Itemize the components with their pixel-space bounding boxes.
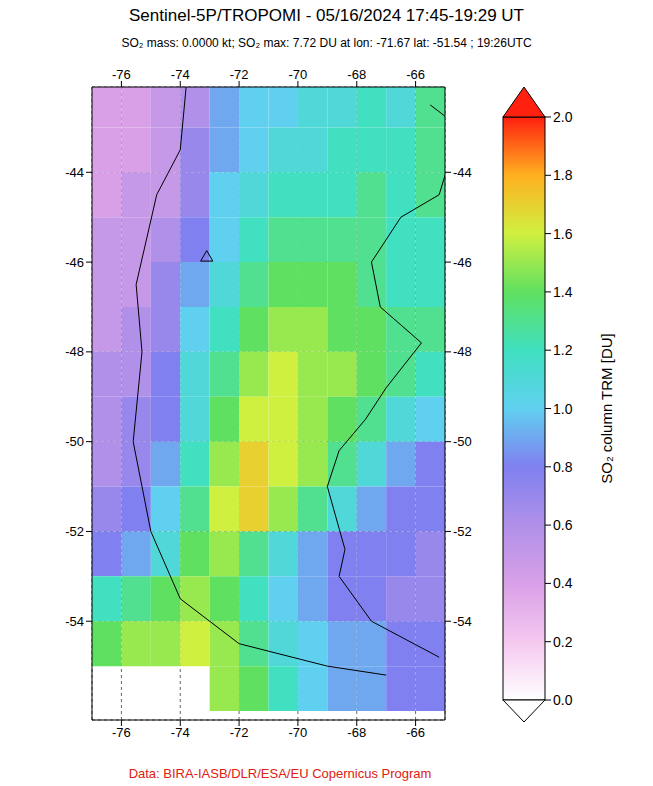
svg-text:0.8: 0.8 — [553, 459, 573, 475]
svg-text:-70: -70 — [289, 725, 308, 740]
svg-text:2.0: 2.0 — [553, 109, 573, 125]
svg-text:-68: -68 — [347, 725, 366, 740]
svg-text:-52: -52 — [65, 524, 84, 539]
svg-text:-66: -66 — [406, 67, 425, 82]
svg-text:-48: -48 — [65, 344, 84, 359]
svg-text:-72: -72 — [230, 725, 249, 740]
svg-text:-44: -44 — [453, 165, 472, 180]
svg-text:1.4: 1.4 — [553, 284, 573, 300]
svg-text:-50: -50 — [453, 434, 472, 449]
svg-text:1.8: 1.8 — [553, 167, 573, 183]
svg-text:SO₂ column TRM [DU]: SO₂ column TRM [DU] — [598, 333, 615, 484]
svg-text:0.4: 0.4 — [553, 575, 573, 591]
svg-text:-52: -52 — [453, 524, 472, 539]
svg-text:-72: -72 — [230, 67, 249, 82]
svg-text:1.2: 1.2 — [553, 342, 573, 358]
svg-text:-46: -46 — [65, 255, 84, 270]
html-text:SO₂ mass: 0.0000 kt; SO₂ max:: SO₂ mass: 0.0000 kt; SO₂ max: 7.72 DU at… — [121, 36, 532, 50]
html-text:Sentinel-5P/TROPOMI - 05/16/20: Sentinel-5P/TROPOMI - 05/16/2024 17:45-1… — [129, 6, 524, 25]
svg-text:-54: -54 — [453, 614, 472, 629]
svg-text:-54: -54 — [65, 614, 84, 629]
svg-text:-68: -68 — [347, 67, 366, 82]
svg-text:-46: -46 — [453, 255, 472, 270]
svg-text:-76: -76 — [112, 725, 131, 740]
svg-text:-76: -76 — [112, 67, 131, 82]
svg-text:-66: -66 — [406, 725, 425, 740]
svg-text:0.2: 0.2 — [553, 634, 573, 650]
svg-text:0.6: 0.6 — [553, 517, 573, 533]
svg-text:-74: -74 — [171, 67, 190, 82]
svg-text:-50: -50 — [65, 434, 84, 449]
svg-text:-48: -48 — [453, 344, 472, 359]
svg-text:-44: -44 — [65, 165, 84, 180]
html-text:Data: BIRA-IASB/DLR/ESA/EU Cop: Data: BIRA-IASB/DLR/ESA/EU Copernicus Pr… — [128, 766, 432, 781]
svg-text:0.0: 0.0 — [553, 692, 573, 708]
svg-text:-74: -74 — [171, 725, 190, 740]
svg-text:1.0: 1.0 — [553, 401, 573, 417]
svg-text:-70: -70 — [289, 67, 308, 82]
svg-text:1.6: 1.6 — [553, 226, 573, 242]
